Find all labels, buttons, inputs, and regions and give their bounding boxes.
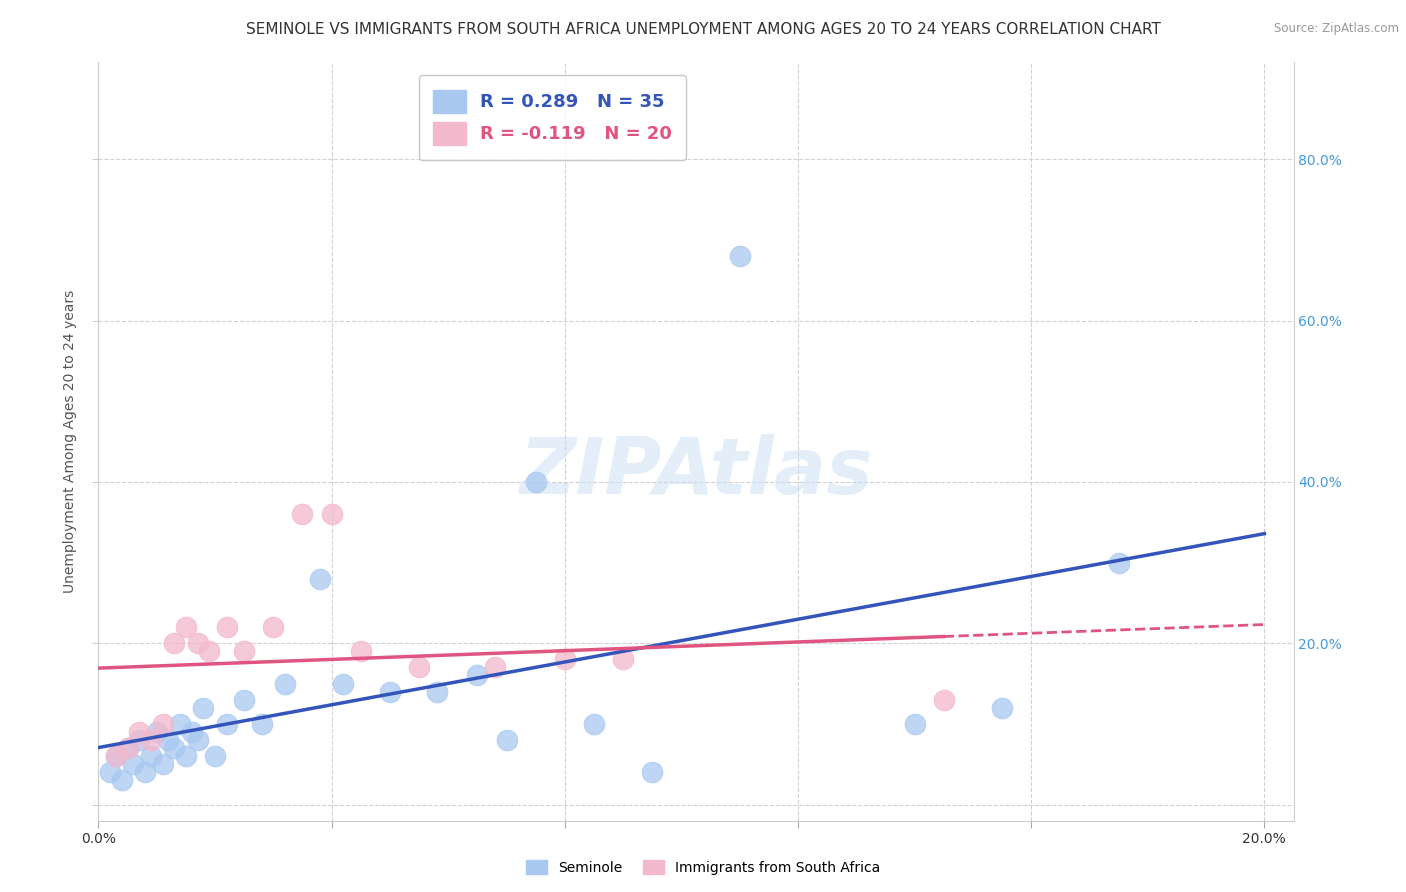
Point — [233, 692, 256, 706]
Point — [524, 475, 547, 489]
Point — [139, 749, 162, 764]
Point — [198, 644, 221, 658]
Point — [1108, 556, 1130, 570]
Y-axis label: Unemployment Among Ages 20 to 24 years: Unemployment Among Ages 20 to 24 years — [63, 290, 77, 593]
Point — [152, 716, 174, 731]
Point — [128, 725, 150, 739]
Point — [612, 652, 634, 666]
Point — [215, 620, 238, 634]
Point — [174, 749, 197, 764]
Point — [582, 716, 605, 731]
Point — [134, 765, 156, 780]
Point — [215, 716, 238, 731]
Point — [408, 660, 430, 674]
Point — [991, 700, 1014, 714]
Point — [425, 684, 447, 698]
Point — [145, 725, 167, 739]
Point — [139, 733, 162, 747]
Point — [98, 765, 121, 780]
Point — [728, 249, 751, 263]
Point — [157, 733, 180, 747]
Point — [104, 749, 127, 764]
Point — [262, 620, 284, 634]
Point — [163, 636, 186, 650]
Legend: R = 0.289   N = 35, R = -0.119   N = 20: R = 0.289 N = 35, R = -0.119 N = 20 — [419, 75, 686, 160]
Point — [152, 757, 174, 772]
Point — [117, 741, 139, 756]
Point — [193, 700, 215, 714]
Point — [174, 620, 197, 634]
Point — [122, 757, 145, 772]
Point — [291, 507, 314, 521]
Point — [641, 765, 664, 780]
Legend: Seminole, Immigrants from South Africa: Seminole, Immigrants from South Africa — [520, 855, 886, 880]
Point — [903, 716, 925, 731]
Point — [163, 741, 186, 756]
Point — [321, 507, 343, 521]
Point — [186, 636, 208, 650]
Point — [204, 749, 226, 764]
Point — [169, 716, 191, 731]
Text: SEMINOLE VS IMMIGRANTS FROM SOUTH AFRICA UNEMPLOYMENT AMONG AGES 20 TO 24 YEARS : SEMINOLE VS IMMIGRANTS FROM SOUTH AFRICA… — [246, 22, 1160, 37]
Point — [932, 692, 955, 706]
Text: ZIPAtlas: ZIPAtlas — [519, 434, 873, 510]
Point — [233, 644, 256, 658]
Point — [484, 660, 506, 674]
Point — [467, 668, 489, 682]
Point — [378, 684, 401, 698]
Point — [554, 652, 576, 666]
Point — [495, 733, 517, 747]
Point — [250, 716, 273, 731]
Point — [111, 773, 134, 788]
Point — [274, 676, 297, 690]
Point — [186, 733, 208, 747]
Point — [117, 741, 139, 756]
Point — [104, 749, 127, 764]
Point — [180, 725, 202, 739]
Point — [309, 572, 332, 586]
Point — [350, 644, 373, 658]
Point — [128, 733, 150, 747]
Text: Source: ZipAtlas.com: Source: ZipAtlas.com — [1274, 22, 1399, 36]
Point — [332, 676, 354, 690]
